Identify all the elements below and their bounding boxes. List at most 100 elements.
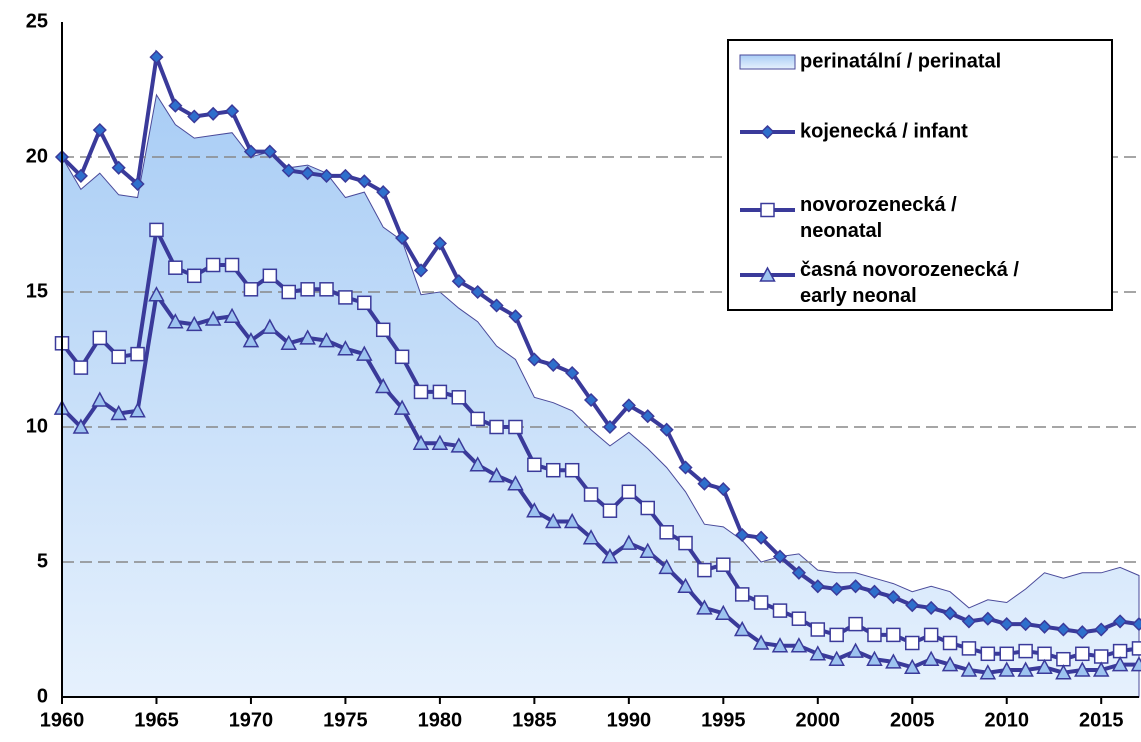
marker — [507, 475, 524, 491]
x-tick-label: 1970 — [229, 709, 274, 731]
marker — [1056, 651, 1071, 667]
marker — [980, 611, 995, 626]
legend-label: perinatální / perinatal — [800, 50, 1001, 72]
marker — [923, 627, 939, 643]
marker — [1112, 643, 1128, 659]
x-tick-label: 1975 — [323, 709, 368, 731]
marker — [168, 260, 183, 275]
marker — [735, 527, 750, 543]
marker — [847, 642, 864, 658]
marker — [716, 557, 731, 572]
marker — [922, 650, 940, 666]
marker — [886, 627, 901, 643]
marker — [753, 595, 769, 610]
y-tick-label: 25 — [26, 10, 48, 32]
marker — [760, 202, 775, 218]
marker — [546, 462, 561, 478]
marker — [772, 549, 788, 564]
marker — [488, 467, 505, 483]
marker — [810, 622, 826, 637]
marker — [357, 295, 372, 311]
marker — [262, 144, 277, 159]
marker — [1017, 661, 1034, 677]
marker — [149, 222, 164, 238]
marker — [960, 661, 978, 677]
legend-label-line: early neonal — [800, 285, 917, 307]
marker — [92, 122, 107, 138]
x-tick-label: 2010 — [984, 709, 1029, 731]
marker — [771, 637, 789, 653]
marker — [998, 661, 1015, 677]
x-tick-label: 1960 — [40, 709, 85, 731]
marker — [678, 460, 693, 475]
marker — [1092, 661, 1110, 677]
marker — [300, 282, 315, 297]
marker — [356, 345, 373, 361]
marker — [885, 653, 902, 669]
y-tick-label: 15 — [26, 280, 48, 302]
marker — [1113, 614, 1128, 629]
x-tick-label: 1965 — [134, 709, 179, 731]
marker — [678, 535, 693, 551]
markers — [53, 286, 1141, 680]
marker — [640, 500, 655, 516]
marker — [527, 352, 542, 367]
marker — [565, 365, 580, 381]
marker — [206, 106, 221, 121]
marker — [337, 340, 354, 356]
y-tick-label: 10 — [26, 415, 48, 437]
marker — [716, 482, 731, 497]
y-tick-label: 20 — [26, 145, 48, 167]
marker — [734, 587, 750, 602]
marker — [451, 390, 467, 405]
x-tick-label: 2000 — [796, 709, 841, 731]
marker — [760, 124, 775, 140]
markers — [54, 50, 1141, 640]
marker — [338, 168, 353, 183]
marker — [91, 391, 109, 407]
marker — [941, 656, 959, 672]
legend-swatch — [739, 54, 796, 70]
marker — [300, 166, 315, 181]
marker — [564, 462, 580, 478]
x-tick-label: 2005 — [890, 709, 935, 731]
marker — [621, 484, 637, 500]
marker — [470, 411, 485, 427]
marker — [1055, 664, 1072, 680]
marker — [489, 419, 504, 435]
marker — [92, 330, 108, 346]
marker — [1075, 625, 1090, 640]
marker — [754, 530, 769, 545]
marker — [243, 282, 259, 297]
marker — [224, 104, 240, 119]
marker — [526, 502, 543, 518]
marker — [790, 637, 808, 653]
marker — [319, 282, 334, 297]
marker — [205, 257, 221, 273]
marker — [924, 600, 939, 615]
marker — [186, 315, 203, 332]
marker — [432, 236, 447, 251]
legend-label: novorozenecká / neonatal — [800, 194, 957, 242]
marker — [1037, 619, 1052, 634]
marker — [658, 558, 675, 575]
marker — [357, 174, 372, 189]
marker — [1074, 661, 1091, 677]
marker — [376, 185, 391, 200]
marker — [829, 581, 844, 597]
marker — [961, 614, 977, 629]
marker — [639, 542, 656, 558]
marker — [791, 565, 806, 580]
marker — [659, 525, 674, 540]
line — [60, 289, 1139, 675]
y-tick-label: 5 — [37, 550, 48, 572]
marker — [394, 349, 410, 365]
x-tick-label: 1995 — [701, 709, 746, 731]
marker — [546, 357, 561, 372]
marker — [715, 604, 732, 621]
marker — [659, 422, 674, 437]
marker — [621, 398, 636, 413]
marker — [942, 635, 958, 651]
marker — [545, 512, 562, 529]
